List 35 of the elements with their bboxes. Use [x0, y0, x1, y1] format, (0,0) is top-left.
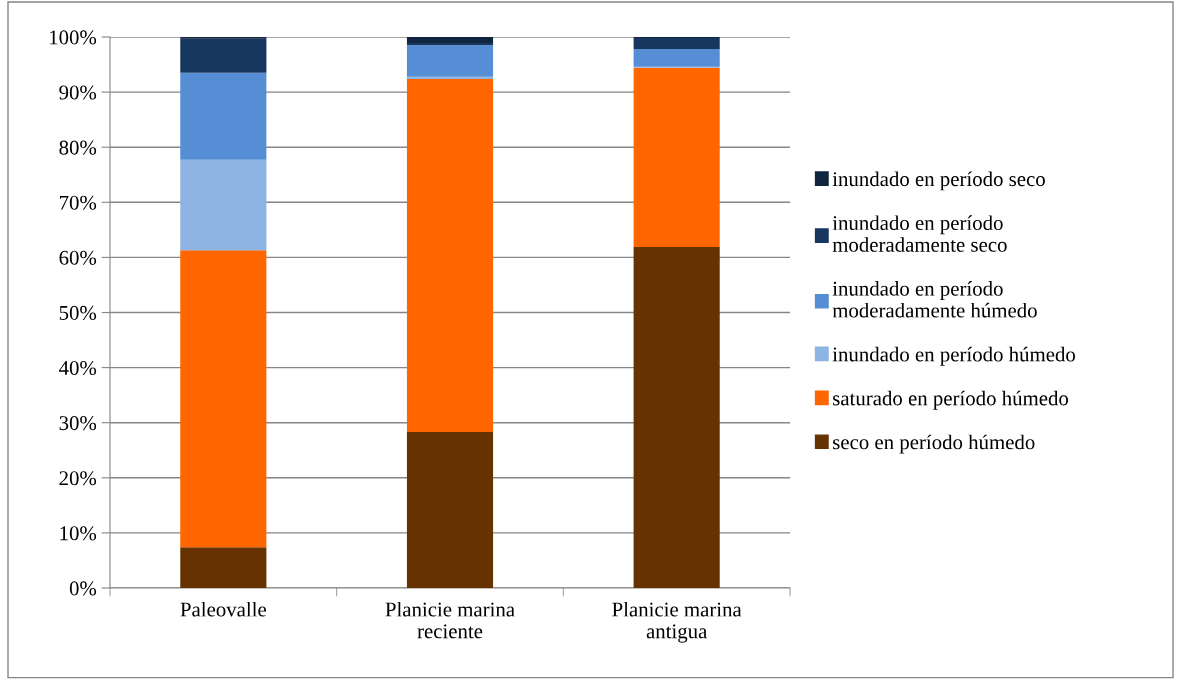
bar — [180, 250, 267, 548]
x-tick-label: Planicie marina reciente — [385, 601, 515, 639]
bar — [633, 67, 720, 247]
bar — [633, 246, 720, 588]
y-tick-label: 20% — [59, 471, 97, 486]
y-tick-label: 90% — [59, 85, 97, 100]
y-tick-label: 50% — [59, 305, 97, 320]
y-tick-label: 10% — [60, 526, 97, 541]
bar — [180, 72, 267, 160]
bar — [406, 37, 494, 44]
y-tick-label: 70% — [59, 195, 97, 210]
y-tick-label: 30% — [59, 416, 97, 431]
bar — [180, 547, 267, 588]
y-tick-label: 100% — [50, 30, 97, 45]
bar — [406, 45, 494, 77]
bar — [406, 43, 494, 46]
bar — [633, 38, 720, 50]
bar — [180, 38, 267, 73]
legend-label: inundado en período seco — [832, 171, 1045, 191]
x-tick-label: Planicie marina antigua — [612, 601, 742, 643]
legend-label: inundado en período moderadamente húmedo — [832, 281, 1037, 318]
y-tick-label: 40% — [59, 360, 97, 376]
y-tick-label: 60% — [59, 250, 97, 265]
legend-label: inundado en período moderadamente seco — [832, 215, 1007, 252]
bar — [406, 78, 494, 433]
bar — [406, 432, 494, 588]
y-tick-label: 0% — [69, 581, 97, 596]
bar — [180, 159, 267, 251]
legend-label: seco en período húmedo — [833, 434, 1035, 454]
bar — [633, 49, 720, 67]
y-tick-label: 80% — [59, 140, 97, 155]
x-tick-label: Paleovalle — [180, 601, 266, 617]
legend-label: inundado en período húmedo — [832, 346, 1075, 366]
legend-label: saturado en período húmedo — [833, 390, 1069, 410]
bar — [406, 76, 494, 79]
